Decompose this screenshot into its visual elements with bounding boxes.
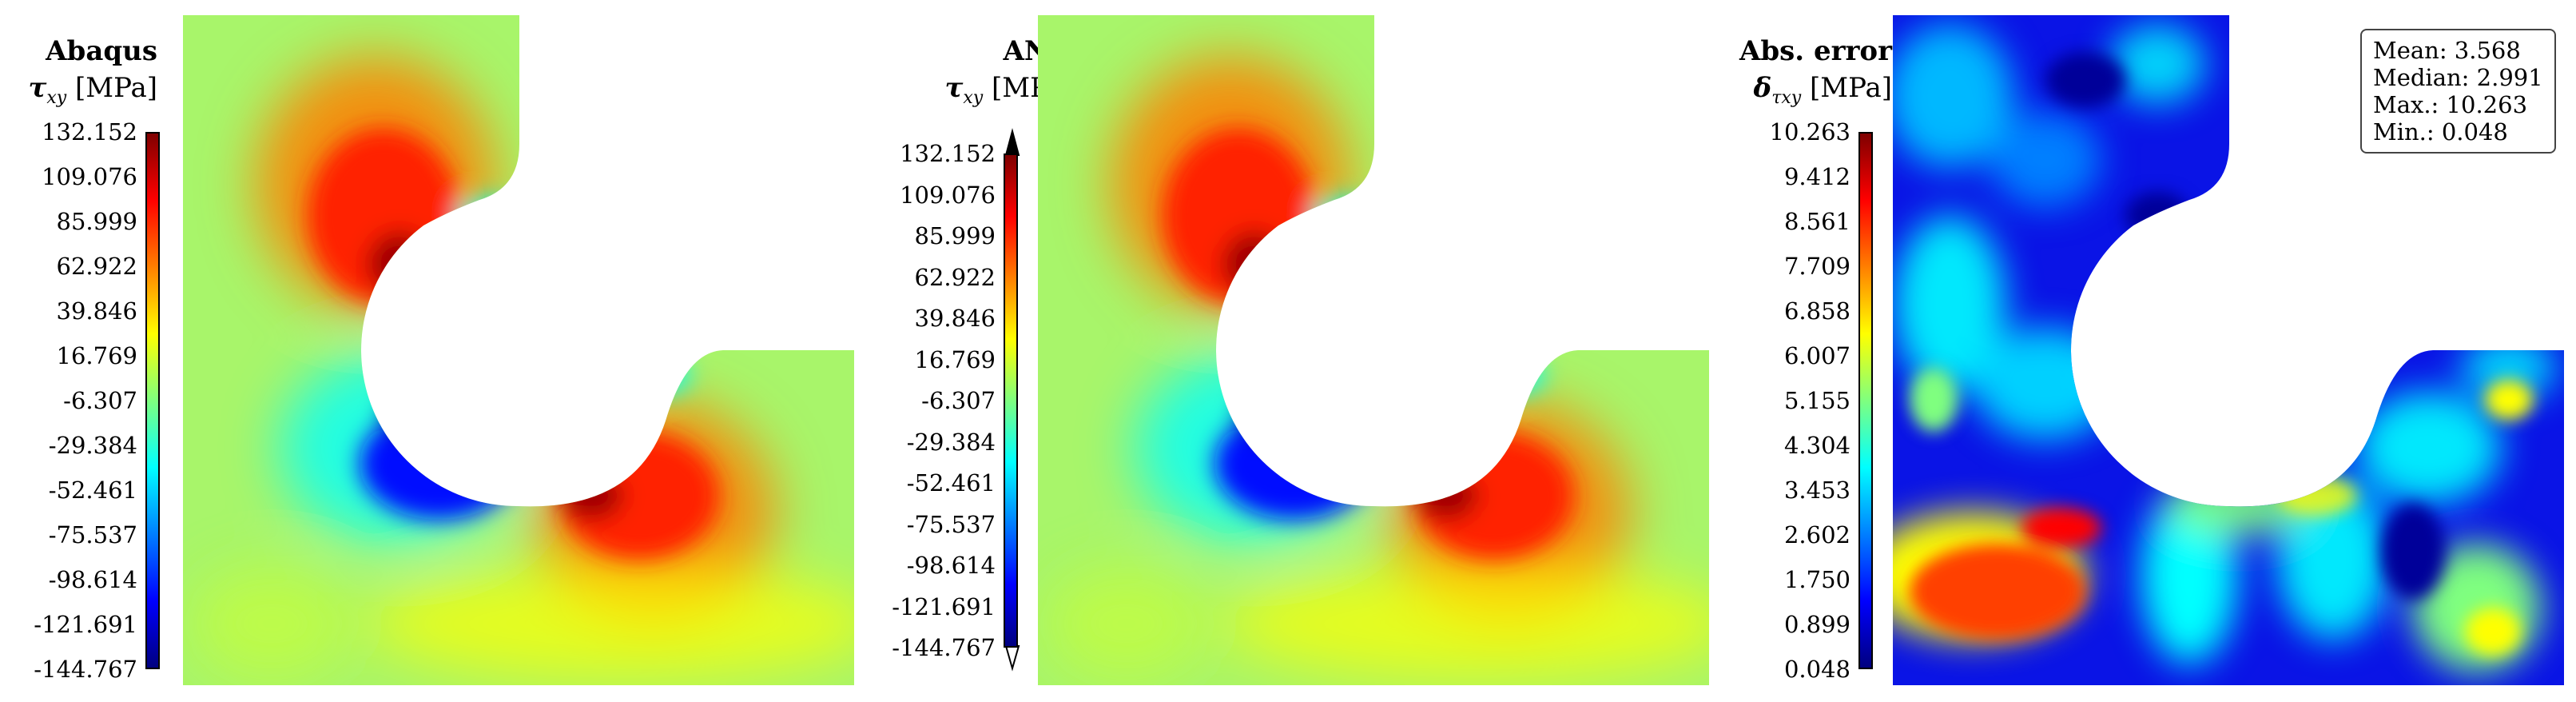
- colorbar-tick-label: 16.769: [914, 345, 996, 373]
- colorbar-tick-label: 132.152: [42, 118, 137, 146]
- colorbar-tick-label: -98.614: [48, 566, 137, 593]
- colorbar-tick-label: 85.999: [56, 208, 137, 235]
- panel-title: Abaqus: [46, 35, 157, 67]
- quantity-subscript: xy: [46, 87, 67, 108]
- error-contour-plot: [1893, 15, 2564, 685]
- colorbar-tick-label: 85.999: [914, 222, 996, 249]
- contour-plot-ann: [1038, 15, 1709, 685]
- colorbar: [1004, 154, 1018, 648]
- colorbar-tick-label: -144.767: [892, 634, 996, 661]
- colorbar-tick-label: 39.846: [914, 305, 996, 332]
- quantity-symbol: τ: [28, 72, 47, 104]
- colorbar-tick-label: 10.263: [1769, 118, 1851, 146]
- colorbar-tick-label: 5.155: [1783, 387, 1851, 414]
- colorbar-tick-label: -29.384: [906, 428, 996, 456]
- colorbar-tick-label: 132.152: [900, 140, 996, 167]
- colorbar-tick-label: -52.461: [906, 469, 996, 497]
- colorbar-tick-label: -75.537: [906, 510, 996, 538]
- panel-title: Abs. error: [1739, 35, 1892, 67]
- colorbar-label: τxy [MPa]: [28, 72, 157, 114]
- colorbar-tick-label: 1.750: [1783, 566, 1851, 593]
- stat-max: Max.: 10.263: [2373, 91, 2528, 118]
- panel-abs-error: Abs. error δτxy [MPa] 10.263 9.412 8.561 7.…: [1710, 0, 2576, 702]
- stat-mean: Mean: 3.568: [2373, 37, 2521, 64]
- panel-ann: ANN τxy [MPa] 132.152109.07685.99962.922…: [855, 0, 1718, 702]
- colorbar-tick-label: -75.537: [48, 521, 137, 548]
- quantity-subscript: τxy: [1771, 87, 1802, 108]
- colorbar-tick-label: 16.769: [56, 342, 137, 369]
- unit-label: [MPa]: [75, 72, 157, 104]
- contour-plot-abaqus: [183, 15, 854, 685]
- colorbar-tick-label: 2.602: [1783, 521, 1851, 548]
- colorbar-tick-label: 62.922: [56, 253, 137, 280]
- quantity-subscript: xy: [963, 87, 984, 108]
- colorbar-tick-label: 109.076: [900, 181, 996, 209]
- colorbar-tick-label: 3.453: [1783, 477, 1851, 504]
- colorbar-tick-label: 8.561: [1783, 208, 1851, 235]
- colorbar-tick-label: 4.304: [1783, 432, 1851, 459]
- colorbar: [145, 132, 160, 669]
- colorbar-tick-label: -121.691: [34, 611, 137, 638]
- colorbar-tick-label: 39.846: [56, 297, 137, 325]
- colorbar-tick-label: 62.922: [914, 263, 996, 291]
- colorbar: [1858, 132, 1873, 669]
- colorbar-tick-label: -52.461: [48, 477, 137, 504]
- colorbar-label: δτxy [MPa]: [1754, 72, 1892, 114]
- stat-min: Min.: 0.048: [2373, 118, 2508, 146]
- colorbar-tick-label: 0.048: [1783, 656, 1851, 683]
- colorbar-tick-label: -98.614: [906, 552, 996, 579]
- quantity-symbol: τ: [944, 72, 964, 104]
- colorbar-tick-label: 9.412: [1783, 163, 1851, 190]
- colorbar-tick-label: -144.767: [34, 656, 137, 683]
- colorbar-tick-label: 109.076: [42, 163, 137, 190]
- colorbar-tick-label: -29.384: [48, 432, 137, 459]
- error-stats-box: Mean: 3.568 Median: 2.991 Max.: 10.263 M…: [2360, 29, 2556, 154]
- colorbar-tick-label: 6.007: [1783, 342, 1851, 369]
- quantity-symbol: δ: [1753, 72, 1772, 104]
- unit-label: [MPa]: [1810, 72, 1892, 104]
- colorbar-tick-label: 7.709: [1783, 253, 1851, 280]
- colorbar-tick-label: 6.858: [1783, 297, 1851, 325]
- stat-median: Median: 2.991: [2373, 64, 2543, 91]
- colorbar-tick-label: -6.307: [921, 387, 996, 414]
- colorbar-tick-label: -6.307: [63, 387, 137, 414]
- panel-abaqus: Abaqus τxy [MPa] 132.152 109.076 85.999 62.…: [0, 0, 863, 702]
- colorbar-tick-label: -121.691: [892, 592, 996, 620]
- colorbar-tick-label: 0.899: [1783, 611, 1851, 638]
